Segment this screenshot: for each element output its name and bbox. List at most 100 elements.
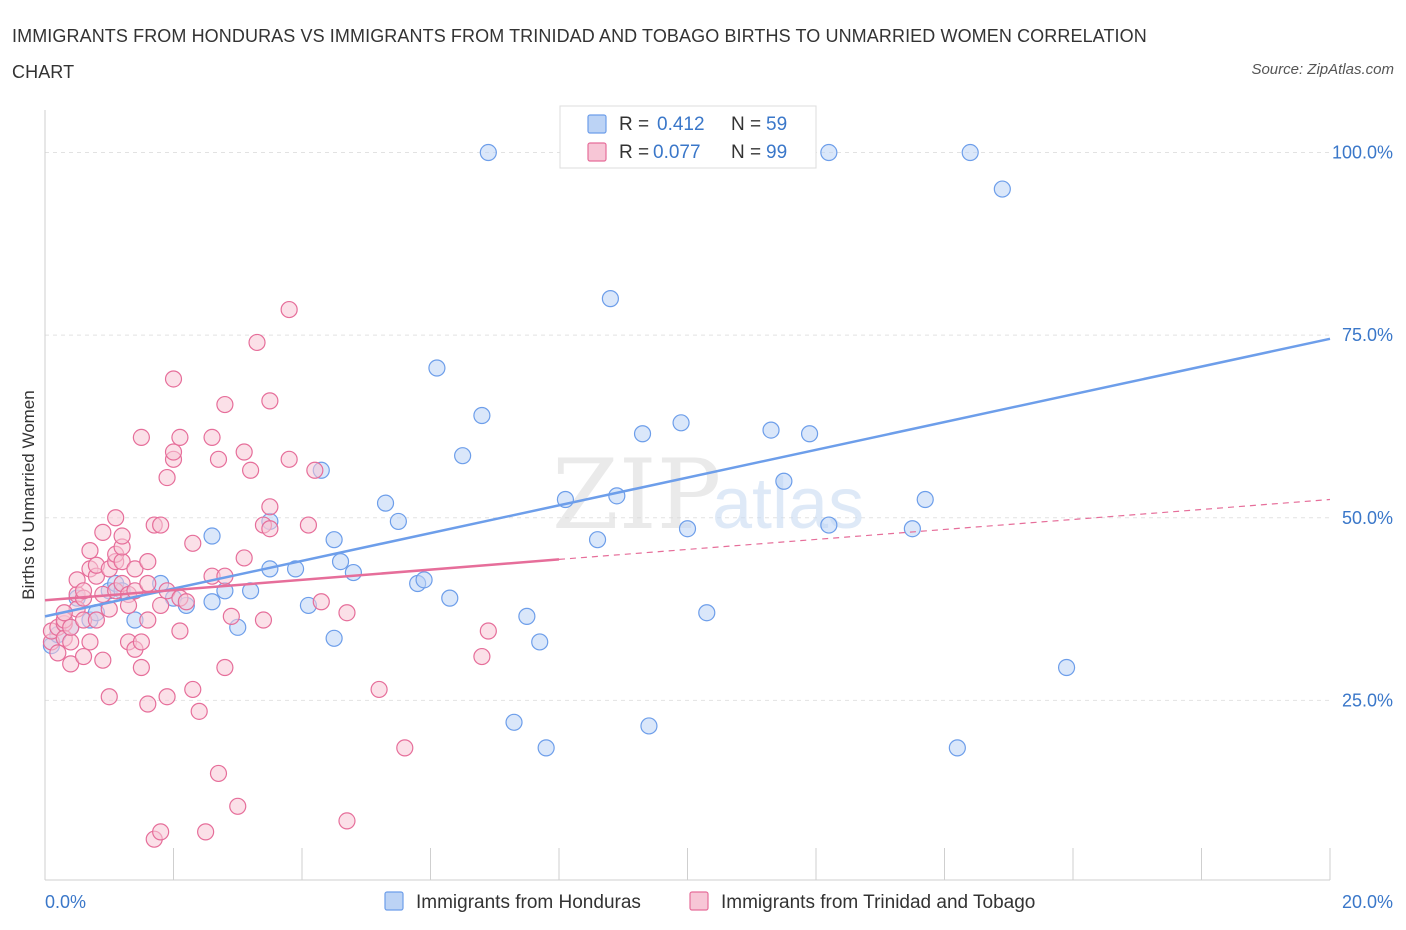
point-trinidad-65 xyxy=(203,428,221,447)
point-honduras-13 xyxy=(203,593,221,611)
point-trinidad-58 xyxy=(171,622,189,640)
point-honduras-39 xyxy=(537,739,555,757)
bottom-legend: Immigrants from Honduras Immigrants from… xyxy=(384,891,1035,913)
point-honduras-47 xyxy=(678,520,697,538)
point-honduras-30 xyxy=(415,571,433,589)
point-trinidad-62 xyxy=(184,680,202,699)
point-honduras-56 xyxy=(948,739,966,757)
trend-line-honduras xyxy=(44,337,1331,618)
point-trinidad-40 xyxy=(126,560,144,578)
point-trinidad-18 xyxy=(81,542,99,560)
point-trinidad-3 xyxy=(49,644,67,662)
point-trinidad-83 xyxy=(280,450,298,468)
point-honduras-32 xyxy=(441,589,459,607)
point-honduras-51 xyxy=(800,425,819,443)
bottom-legend-label-trinidad: Immigrants from Trinidad and Tobago xyxy=(721,892,1035,913)
point-trinidad-82 xyxy=(261,392,279,410)
point-trinidad-44 xyxy=(139,574,157,593)
point-trinidad-25 xyxy=(100,688,118,706)
legend-r-label-honduras: R = xyxy=(619,114,649,135)
point-trinidad-22 xyxy=(94,651,112,669)
point-trinidad-24 xyxy=(94,523,112,541)
point-trinidad-71 xyxy=(216,395,234,414)
point-trinidad-68 xyxy=(209,764,228,783)
point-honduras-43 xyxy=(608,487,626,505)
point-honduras-54 xyxy=(903,520,921,538)
point-trinidad-77 xyxy=(248,333,266,352)
y-tick-label-1: 50.0% xyxy=(1342,508,1393,528)
point-honduras-23 xyxy=(325,629,343,647)
point-honduras-48 xyxy=(698,604,716,622)
point-honduras-46 xyxy=(672,414,690,432)
point-trinidad-87 xyxy=(312,593,330,611)
legend-r-label-trinidad: R = xyxy=(619,142,649,163)
point-trinidad-88 xyxy=(338,812,356,830)
y-axis-label: Births to Unmarried Women xyxy=(19,390,38,599)
legend-r-value-trinidad: 0.077 xyxy=(653,142,701,163)
point-trinidad-42 xyxy=(132,658,150,677)
point-honduras-28 xyxy=(389,512,407,531)
legend-n-value-honduras: 59 xyxy=(766,114,787,135)
point-honduras-41 xyxy=(588,531,607,549)
point-honduras-33 xyxy=(454,447,472,465)
watermark-zip: ZIP xyxy=(552,439,721,551)
point-trinidad-92 xyxy=(473,647,491,666)
point-trinidad-93 xyxy=(479,622,497,640)
point-trinidad-8 xyxy=(62,633,80,651)
legend-swatch-honduras xyxy=(587,114,607,134)
point-trinidad-43 xyxy=(139,695,157,713)
point-trinidad-84 xyxy=(280,300,298,319)
point-trinidad-76 xyxy=(242,461,260,479)
point-trinidad-53 xyxy=(158,468,176,487)
point-trinidad-85 xyxy=(299,516,318,534)
point-trinidad-46 xyxy=(139,611,157,629)
point-trinidad-63 xyxy=(190,702,208,720)
point-trinidad-57 xyxy=(164,443,183,461)
bottom-legend-swatch-honduras xyxy=(384,891,404,911)
point-trinidad-80 xyxy=(261,520,279,538)
point-honduras-24 xyxy=(325,531,343,549)
point-trinidad-81 xyxy=(261,498,279,516)
x-tick-label-0: 0.0% xyxy=(45,892,86,912)
point-trinidad-94 xyxy=(132,633,150,651)
point-trinidad-9 xyxy=(62,618,80,636)
point-trinidad-60 xyxy=(171,428,189,447)
point-trinidad-72 xyxy=(222,607,240,625)
trend-line-extension-trinidad xyxy=(558,498,1331,560)
tick-labels: 25.0% 50.0% 75.0% 100.0% 0.0% 20.0% xyxy=(45,143,1393,912)
point-honduras-35 xyxy=(479,143,497,162)
point-trinidad-97 xyxy=(177,593,195,611)
point-trinidad-51 xyxy=(152,516,170,534)
axes xyxy=(44,110,1331,881)
point-honduras-53 xyxy=(820,143,838,162)
point-trinidad-95 xyxy=(74,647,93,666)
legend-n-value-trinidad: 99 xyxy=(766,142,787,163)
point-honduras-14 xyxy=(203,527,221,545)
point-honduras-44 xyxy=(633,425,652,443)
point-trinidad-50 xyxy=(152,596,170,615)
point-trinidad-74 xyxy=(235,549,253,567)
y-tick-label-2: 75.0% xyxy=(1342,325,1393,345)
point-honduras-25 xyxy=(331,552,350,571)
point-honduras-49 xyxy=(762,421,780,439)
point-trinidad-16 xyxy=(81,633,99,651)
point-trinidad-69 xyxy=(216,658,234,677)
point-honduras-37 xyxy=(518,607,536,625)
trend-line-trinidad xyxy=(44,558,560,602)
point-trinidad-96 xyxy=(100,600,118,618)
point-trinidad-41 xyxy=(132,428,150,447)
point-trinidad-67 xyxy=(209,450,228,468)
point-trinidad-7 xyxy=(62,655,80,673)
point-honduras-38 xyxy=(531,633,549,651)
x-tick-label-1: 20.0% xyxy=(1342,892,1393,912)
point-trinidad-52 xyxy=(158,688,176,706)
point-trinidad-49 xyxy=(152,823,170,841)
point-trinidad-45 xyxy=(139,552,157,571)
trend-lines xyxy=(44,337,1331,618)
point-trinidad-89 xyxy=(338,604,356,622)
point-trinidad-90 xyxy=(370,680,388,699)
chart-title: IMMIGRANTS FROM HONDURAS VS IMMIGRANTS F… xyxy=(12,26,1147,82)
y-tick-label-0: 25.0% xyxy=(1342,690,1393,710)
point-honduras-55 xyxy=(916,490,934,509)
bottom-legend-swatch-trinidad xyxy=(689,891,709,911)
